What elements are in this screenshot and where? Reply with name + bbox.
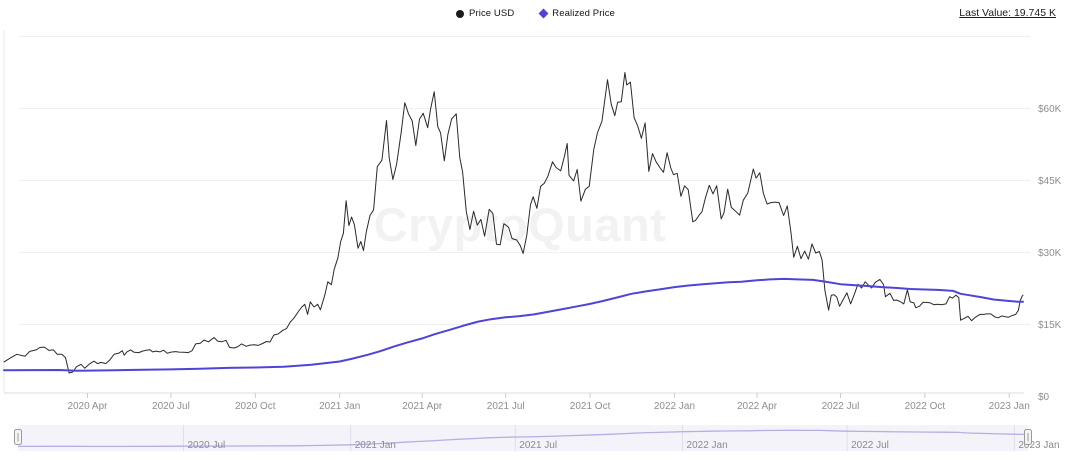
realized-price-marker-diamond-icon — [538, 8, 549, 19]
x-axis-labels-group: 2020 Apr 2020 Jul 2020 Oct 2021 Jan 2021 Apr… — [67, 393, 1030, 412]
realized-price-line[interactable] — [3, 277, 1024, 372]
x-axis-label: 2022 Jan — [654, 401, 695, 412]
navigator-label: 2022 Jan — [687, 440, 728, 451]
gridlines-group — [19, 36, 1030, 325]
price-usd-line[interactable] — [3, 72, 1024, 374]
y-axis-label: $45K — [1038, 176, 1062, 187]
navigator-label: 2021 Jan — [355, 440, 396, 451]
y-axis-labels-group: $60K $45K $30K $15K $0 — [1038, 104, 1062, 403]
y-axis-label: $15K — [1038, 320, 1062, 331]
navigator-label: 2020 Jul — [187, 440, 225, 451]
legend-item-price-usd[interactable]: Price USD — [456, 8, 514, 19]
x-axis-label: 2020 Apr — [67, 401, 108, 412]
legend-item-realized-price[interactable]: Realized Price — [538, 8, 615, 19]
navigator-group[interactable]: 2020 Jul 2021 Jan 2021 Jul 2022 Jan 2022 Jul… — [14, 425, 1060, 451]
x-axis-label: 2021 Apr — [402, 401, 443, 412]
navigator-series-line — [17, 429, 1028, 448]
legend-label-price-usd: Price USD — [469, 8, 515, 19]
navigator-label: 2021 Jul — [519, 440, 557, 451]
x-axis-label: 2021 Oct — [570, 401, 611, 412]
y-axis-label: $60K — [1038, 104, 1062, 115]
x-axis-label: 2020 Oct — [235, 401, 276, 412]
series-group — [3, 72, 1024, 374]
x-axis-label: 2021 Jul — [487, 401, 525, 412]
x-axis-label: 2020 Jul — [152, 401, 190, 412]
y-axis-label: $0 — [1038, 392, 1050, 403]
x-axis-label: 2022 Jul — [822, 401, 860, 412]
x-axis-label: 2023 Jan — [989, 401, 1030, 412]
last-value-label[interactable]: Last Value: 19.745 K — [959, 7, 1056, 19]
navigator-label: 2022 Jul — [851, 440, 889, 451]
watermark: CryptoQuant — [373, 198, 667, 251]
legend: Price USD Realized Price — [0, 8, 1071, 19]
navigator-label: 2023 Jan — [1018, 440, 1059, 451]
x-axis-label: 2021 Jan — [319, 401, 360, 412]
y-axis-label: $30K — [1038, 248, 1062, 259]
navigator-handle-right[interactable] — [1024, 429, 1032, 445]
price-usd-marker-circle-icon — [456, 9, 465, 18]
x-axis-label: 2022 Apr — [737, 401, 778, 412]
legend-label-realized-price: Realized Price — [552, 8, 615, 19]
x-axis-label: 2022 Oct — [905, 401, 946, 412]
navigator-handle-left[interactable] — [14, 429, 22, 445]
axis-borders-group — [3, 30, 1024, 394]
